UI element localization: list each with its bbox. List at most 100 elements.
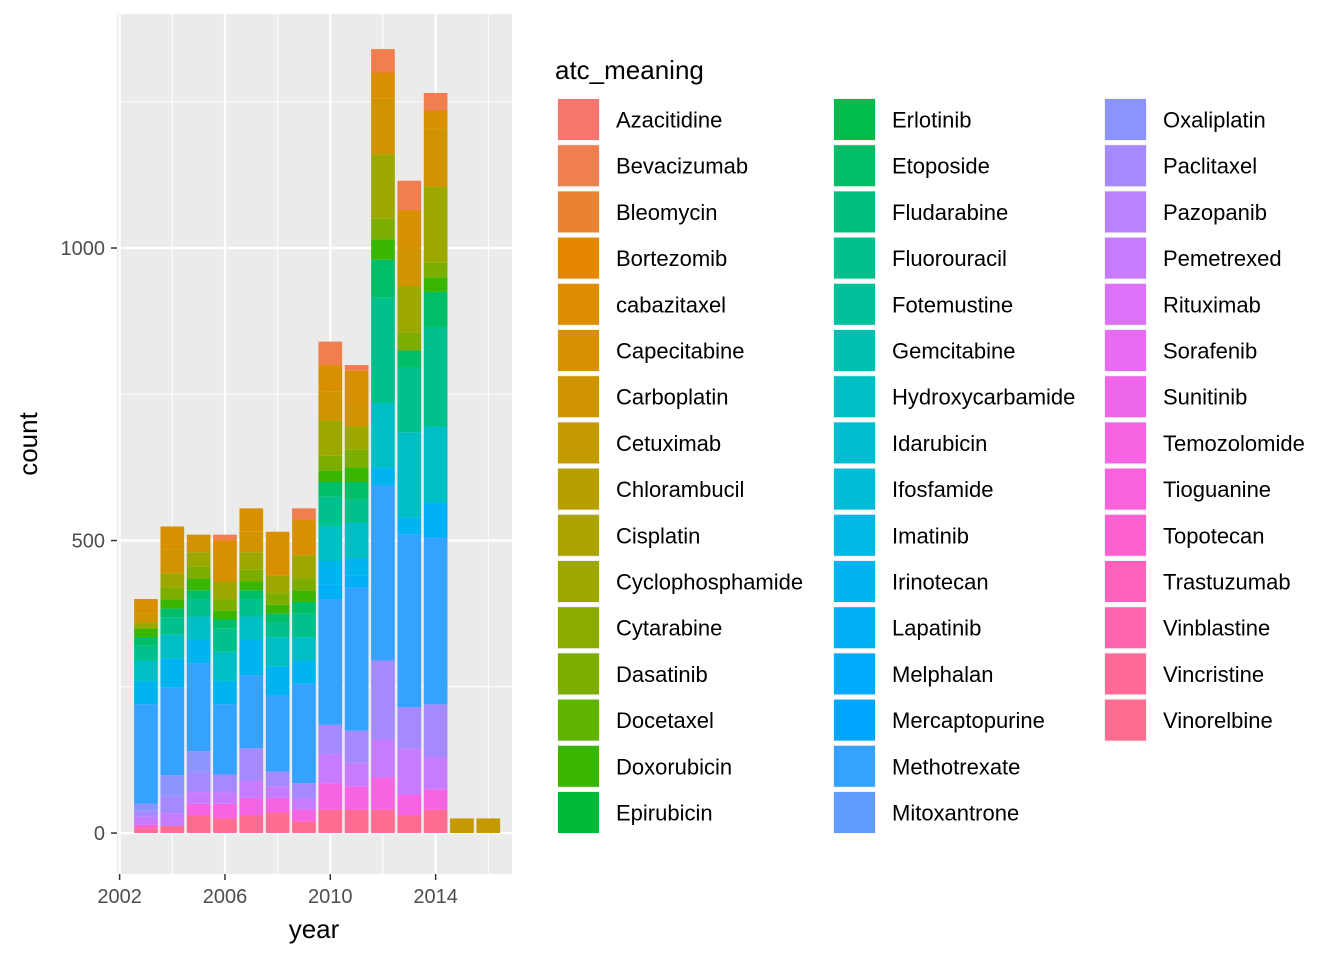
legend-label: Bevacizumab bbox=[616, 154, 748, 179]
x-tick-label: 2010 bbox=[308, 886, 353, 908]
bar-segment bbox=[292, 508, 316, 521]
legend-label: Trastuzumab bbox=[1163, 570, 1291, 595]
legend-swatch bbox=[558, 514, 599, 556]
bar-segment bbox=[239, 599, 264, 617]
legend-label: Topotecan bbox=[1163, 523, 1265, 548]
legend-swatch bbox=[834, 330, 875, 371]
bar-segment bbox=[318, 584, 343, 600]
legend-label: Vinorelbine bbox=[1163, 708, 1273, 733]
legend-swatch bbox=[558, 792, 599, 833]
legend-label: Lapatinib bbox=[892, 616, 981, 641]
bar-segment bbox=[265, 531, 290, 576]
legend-swatch bbox=[1105, 145, 1146, 187]
bar-segment bbox=[371, 660, 395, 740]
legend-label: Fluorouracil bbox=[892, 246, 1007, 271]
legend-swatch bbox=[558, 376, 599, 418]
bar-segment bbox=[344, 426, 369, 450]
legend-label: Azacitidine bbox=[616, 108, 722, 133]
bar-segment bbox=[476, 818, 501, 834]
bar-segment bbox=[213, 774, 237, 793]
legend-label: Cyclophosphamide bbox=[616, 570, 803, 595]
bar-segment bbox=[134, 680, 158, 705]
legend-swatch bbox=[1105, 191, 1146, 233]
bar-segment bbox=[265, 622, 290, 638]
bar-segment bbox=[213, 540, 237, 582]
legend-label: Pemetrexed bbox=[1163, 246, 1282, 271]
legend-swatch bbox=[834, 422, 875, 464]
bars bbox=[134, 49, 501, 834]
bar-segment bbox=[397, 367, 422, 433]
bar-segment bbox=[292, 683, 316, 784]
bar-segment bbox=[186, 803, 211, 816]
bar-segment bbox=[318, 724, 343, 755]
bar-segment bbox=[265, 786, 290, 798]
legend-swatch bbox=[1105, 422, 1146, 464]
bar-segment bbox=[397, 534, 422, 708]
legend-swatch bbox=[558, 653, 599, 695]
legend-label: Hydroxycarbamide bbox=[892, 385, 1075, 410]
legend-label: Fotemustine bbox=[892, 292, 1013, 317]
x-tick-label: 2014 bbox=[413, 886, 458, 908]
legend-label: Mercaptopurine bbox=[892, 708, 1045, 733]
bar-segment bbox=[239, 797, 264, 816]
legend-label: Bleomycin bbox=[616, 200, 717, 225]
bar-segment bbox=[134, 803, 158, 811]
bar-segment bbox=[344, 809, 369, 834]
bar-segment bbox=[344, 558, 369, 576]
bar-segment bbox=[213, 818, 237, 834]
bar-segment bbox=[344, 449, 369, 468]
bar-segment bbox=[160, 813, 185, 827]
legend-swatch bbox=[834, 468, 875, 510]
bar-segment bbox=[423, 92, 448, 111]
bar-segment bbox=[318, 525, 343, 562]
bar-segment bbox=[134, 637, 158, 646]
bar-segment bbox=[265, 575, 290, 594]
bar-segment bbox=[318, 365, 343, 392]
bar-segment bbox=[318, 482, 343, 497]
y-tick-label: 500 bbox=[72, 531, 105, 553]
legend-swatch bbox=[558, 607, 599, 649]
bar-segment bbox=[213, 599, 237, 611]
legend-swatch bbox=[834, 191, 875, 233]
x-axis-title: year bbox=[289, 914, 340, 944]
bar-segment bbox=[371, 739, 395, 778]
legend-label: Melphalan bbox=[892, 662, 994, 687]
bar-segment bbox=[371, 467, 395, 485]
bar-segment bbox=[292, 637, 316, 661]
legend-label: cabazitaxel bbox=[616, 292, 726, 317]
bar-segment bbox=[213, 534, 237, 541]
bar-segment bbox=[423, 128, 448, 187]
bar-segment bbox=[344, 575, 369, 588]
bar-segment bbox=[134, 816, 158, 825]
bar-segment bbox=[213, 628, 237, 652]
legend-label: Carboplatin bbox=[616, 385, 729, 410]
bar-segment bbox=[134, 828, 158, 834]
bar-segment bbox=[450, 818, 474, 834]
bar-segment bbox=[213, 581, 237, 600]
bar-segment bbox=[318, 496, 343, 526]
bar-segment bbox=[239, 531, 264, 553]
bar-segment bbox=[423, 262, 448, 278]
bar-segment bbox=[371, 403, 395, 468]
legend-swatch bbox=[1105, 468, 1146, 510]
legend-label: Vinblastine bbox=[1163, 616, 1270, 641]
bar-segment bbox=[397, 350, 422, 368]
bar-segment bbox=[186, 552, 211, 567]
bar-segment bbox=[344, 482, 369, 500]
legend-label: Rituximab bbox=[1163, 292, 1261, 317]
legend-swatch bbox=[834, 376, 875, 418]
bar-segment bbox=[186, 771, 211, 793]
bar-segment bbox=[239, 616, 264, 640]
legend-label: Imatinib bbox=[892, 523, 969, 548]
legend-label: Cisplatin bbox=[616, 523, 700, 548]
bar-segment bbox=[160, 573, 185, 588]
legend-swatch bbox=[558, 422, 599, 464]
bar-segment bbox=[213, 704, 237, 775]
bar-segment bbox=[292, 660, 316, 684]
bar-segment bbox=[265, 666, 290, 696]
y-tick-label: 1000 bbox=[61, 238, 106, 260]
bar-segment bbox=[265, 812, 290, 834]
legend-label: Mitoxantrone bbox=[892, 801, 1019, 826]
bar-segment bbox=[160, 634, 185, 659]
legend-swatch bbox=[1105, 99, 1146, 140]
